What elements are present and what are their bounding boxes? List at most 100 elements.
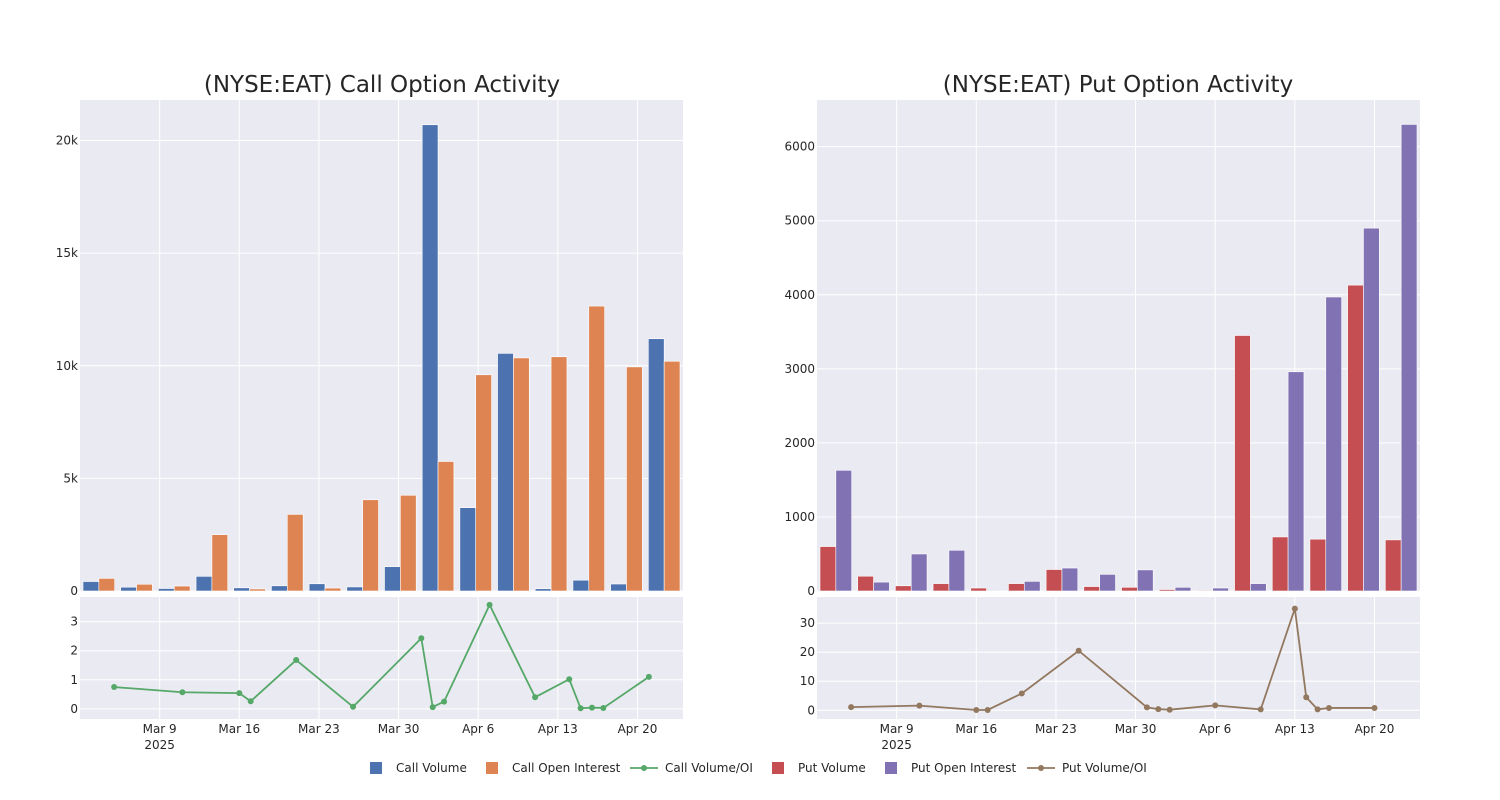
put-bar-ytick-label: 0 <box>807 584 815 598</box>
call-ratio-ytick-label: 3 <box>70 615 78 629</box>
put-put-open-interest-bar <box>1137 569 1154 592</box>
put-put-volume-bar <box>1121 586 1138 592</box>
call-call-open-interest-bar <box>286 514 304 592</box>
put-put-open-interest-bar <box>1174 586 1192 592</box>
legend-label: Put Volume <box>798 761 866 775</box>
call-call-volume-bar <box>497 353 514 592</box>
call-volume-oi-point <box>247 698 254 705</box>
put-volume-oi-point <box>1166 706 1173 713</box>
call-chart-title: (NYSE:EAT) Call Option Activity <box>204 72 560 98</box>
call-call-open-interest-bar <box>513 357 530 592</box>
put-xtick-label: Mar 23 <box>1035 722 1077 736</box>
chart-legend: Call Volume Call Open Interest Call Volume… <box>370 761 1147 775</box>
put-put-open-interest-bar <box>1061 567 1079 592</box>
legend-swatch <box>772 762 784 774</box>
put-put-open-interest-bar <box>1099 574 1116 592</box>
call-xtick-label: Apr 13 <box>538 722 578 736</box>
legend-swatch <box>885 762 897 774</box>
call-bar-ytick-label: 0 <box>70 584 78 598</box>
call-call-open-interest-bar <box>550 356 568 592</box>
call-xtick-label: Mar 30 <box>378 722 420 736</box>
put-volume-oi-point <box>1155 706 1162 713</box>
put-volume-oi-point <box>848 704 855 711</box>
call-xtick-year-label: 2025 <box>144 738 175 752</box>
call-xtick-label: Mar 23 <box>298 722 340 736</box>
put-put-volume-bar <box>1008 583 1025 592</box>
put-volume-oi-point <box>1075 647 1082 654</box>
put-put-volume-bar <box>819 546 837 592</box>
put-xtick-label: Apr 13 <box>1275 722 1315 736</box>
legend-swatch <box>486 762 498 774</box>
legend-item: Call Open Interest <box>486 761 621 775</box>
call-call-open-interest-bar <box>211 534 229 592</box>
put-bar-ytick-label: 4000 <box>784 288 815 302</box>
put-xtick-label: Mar 16 <box>955 722 997 736</box>
put-put-volume-bar <box>1083 586 1100 592</box>
call-call-volume-bar <box>572 579 590 592</box>
call-volume-oi-point <box>418 635 425 642</box>
put-put-open-interest-bar <box>1325 296 1342 592</box>
call-volume-oi-point <box>111 684 118 691</box>
call-bar-ytick-label: 5k <box>63 471 78 485</box>
put-put-open-interest-bar <box>873 581 890 592</box>
put-put-open-interest-bar <box>1400 124 1418 592</box>
call-call-open-interest-bar <box>475 374 492 592</box>
call-call-open-interest-bar <box>249 588 266 592</box>
call-call-volume-bar <box>195 576 213 592</box>
call-volume-oi-point <box>486 601 493 608</box>
legend-label: Call Volume/OI <box>665 761 753 775</box>
call-xtick-label: Mar 16 <box>218 722 260 736</box>
put-xtick-label: Apr 20 <box>1355 722 1395 736</box>
put-volume-oi-point <box>1371 704 1378 711</box>
put-xtick-label: Mar 30 <box>1115 722 1157 736</box>
call-call-volume-bar <box>648 338 665 592</box>
call-call-volume-bar <box>271 585 288 592</box>
call-bar-ytick-label: 10k <box>56 359 78 373</box>
call-call-open-interest-bar <box>362 499 379 592</box>
put-put-volume-bar <box>1309 538 1327 592</box>
put-bar-ytick-label: 6000 <box>784 140 815 154</box>
put-volume-oi-point <box>1143 704 1150 711</box>
call-ratio-ytick-label: 2 <box>70 644 78 658</box>
call-call-open-interest-bar <box>98 578 115 592</box>
put-put-volume-bar <box>895 585 912 592</box>
put-xtick-label: Mar 9 <box>880 722 914 736</box>
put-put-volume-bar <box>970 587 987 592</box>
call-ratio-plot-area <box>80 597 683 719</box>
call-volume-oi-point <box>645 673 652 680</box>
call-call-volume-bar <box>346 586 363 592</box>
put-option-activity-chart: (NYSE:EAT) Put Option Activity 0 1000 2000… <box>784 72 1420 752</box>
put-ratio-ytick-label: 10 <box>800 674 815 688</box>
call-volume-oi-point <box>532 694 539 701</box>
call-call-open-interest-bar <box>588 305 605 592</box>
put-put-open-interest-bar <box>1363 227 1380 592</box>
call-call-volume-bar <box>384 566 401 592</box>
call-call-open-interest-bar <box>663 360 681 592</box>
call-xtick-label: Mar 9 <box>143 722 177 736</box>
put-bar-plot-area <box>817 100 1420 591</box>
put-volume-oi-point <box>1257 706 1264 713</box>
put-put-volume-bar <box>1271 536 1289 592</box>
put-bar-ytick-label: 2000 <box>784 436 815 450</box>
put-put-open-interest-bar <box>910 553 928 592</box>
call-bar-ytick-label: 15k <box>56 246 78 260</box>
legend-label: Put Volume/OI <box>1062 761 1147 775</box>
put-put-open-interest-bar <box>1287 371 1305 592</box>
call-call-volume-bar <box>120 586 137 592</box>
legend-item: Call Volume <box>370 761 467 775</box>
call-call-volume-bar <box>82 581 100 592</box>
put-bar-ytick-label: 5000 <box>784 214 815 228</box>
put-volume-oi-point <box>984 706 991 713</box>
put-volume-oi-point <box>1018 690 1025 697</box>
call-volume-oi-point <box>293 657 300 664</box>
legend-item: Put Volume <box>772 761 866 775</box>
call-volume-oi-point <box>179 689 186 696</box>
call-volume-oi-point <box>566 676 573 683</box>
call-volume-oi-point <box>577 705 584 712</box>
call-call-open-interest-bar <box>626 366 643 592</box>
put-ratio-plot-area <box>817 597 1420 719</box>
call-ratio-ytick-label: 0 <box>70 702 78 716</box>
call-volume-oi-point <box>236 690 243 697</box>
put-ratio-ytick-label: 0 <box>807 703 815 717</box>
